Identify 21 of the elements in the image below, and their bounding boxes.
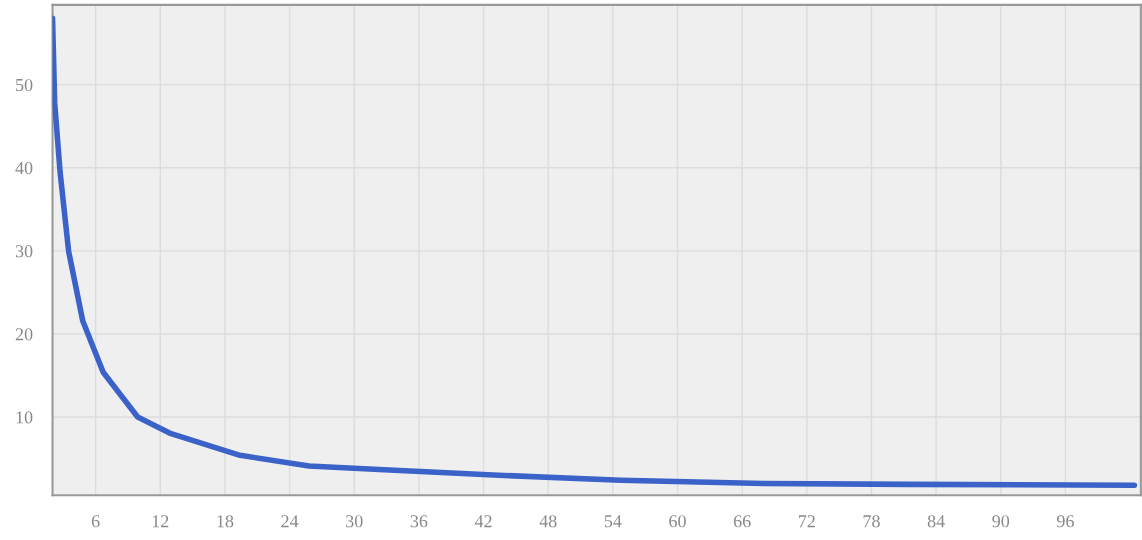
x-tick-label: 90 (992, 515, 1010, 528)
x-tick-label: 48 (539, 515, 557, 528)
y-tick-label: 50 (16, 78, 33, 92)
x-tick-label: 24 (281, 515, 299, 528)
x-tick-label: 72 (798, 515, 815, 528)
x-tick-label: 12 (152, 515, 169, 528)
x-tick-label: 54 (604, 515, 622, 528)
x-tick-label: 96 (1056, 515, 1074, 528)
x-tick-label: 60 (669, 515, 686, 528)
y-tick-label: 40 (15, 162, 33, 175)
x-tick-label: 6 (91, 515, 100, 528)
x-tick-label: 42 (474, 515, 492, 528)
y-tick-label: 30 (15, 245, 33, 258)
y-tick-label: 20 (15, 328, 33, 341)
x-tick-label: 78 (863, 515, 880, 528)
x-tick-label: 66 (733, 515, 751, 528)
x-tick-label: 30 (346, 515, 363, 528)
x-tick-label: 18 (217, 515, 234, 528)
y-tick-label: 10 (16, 411, 33, 424)
x-tick-label: 84 (927, 515, 945, 528)
x-tick-label: 36 (410, 515, 428, 528)
